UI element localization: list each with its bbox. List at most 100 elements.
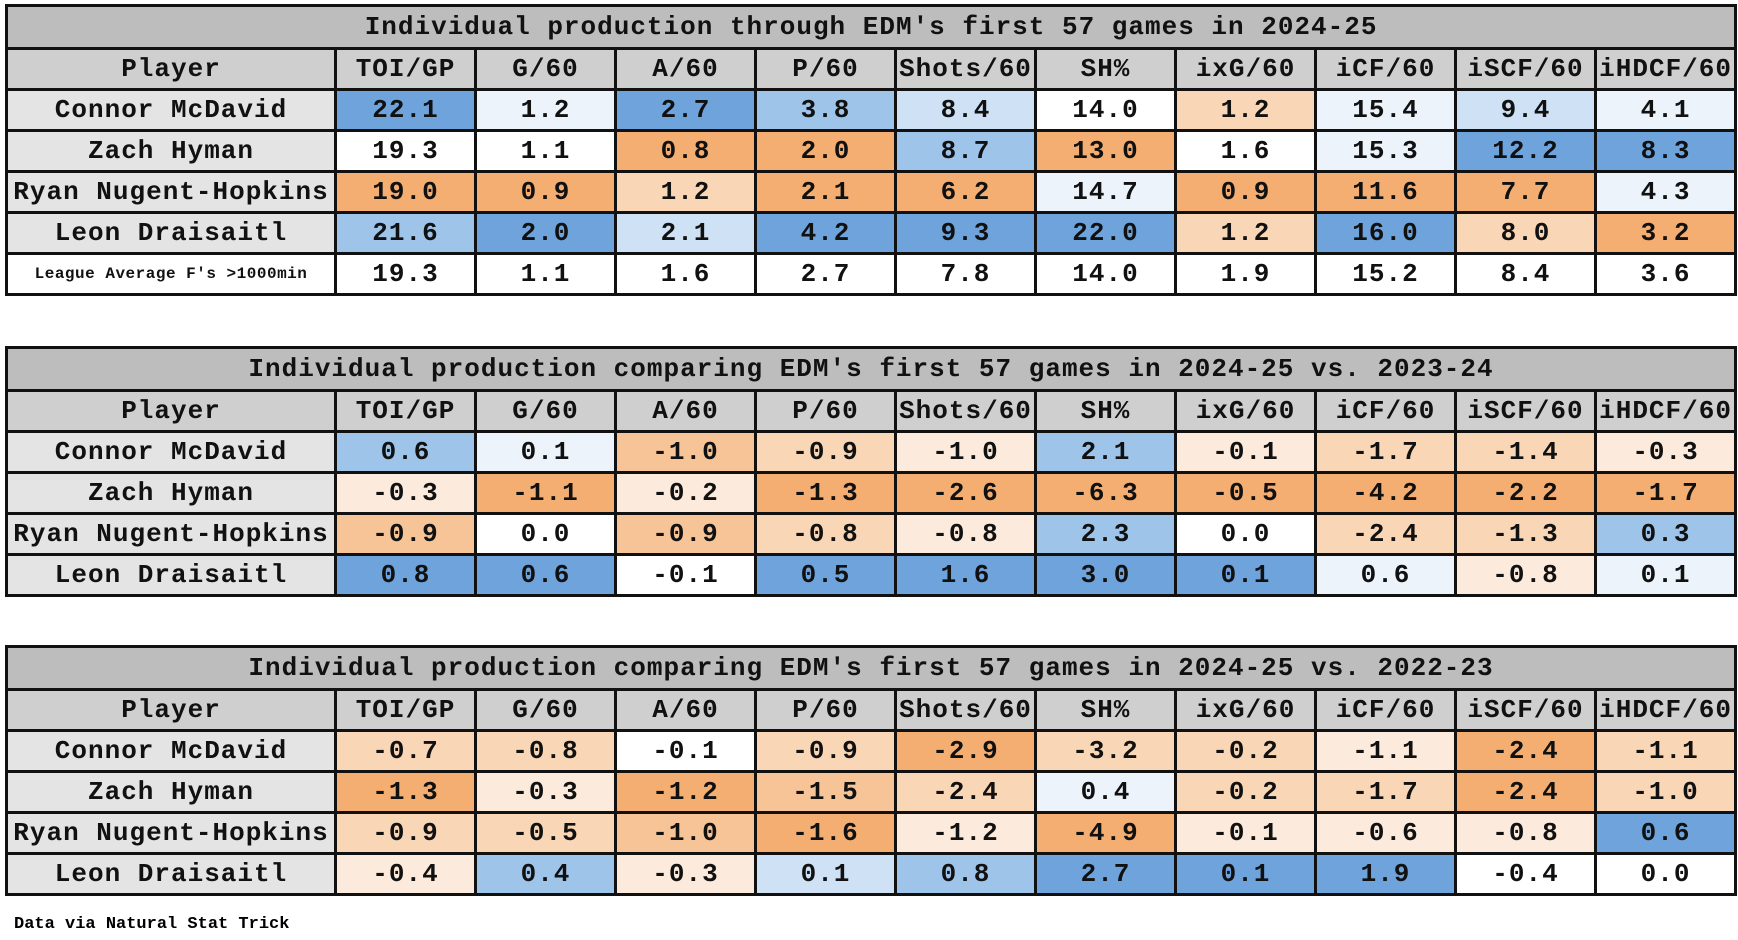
stat-cell: -2.2 (1454, 471, 1597, 515)
stat-cell: 3.8 (754, 88, 897, 132)
stat-cell: -1.1 (1593, 729, 1738, 773)
stat-cell: 0.8 (894, 852, 1037, 896)
stat-cell: 1.9 (1174, 252, 1317, 296)
stat-cell: 0.0 (1593, 852, 1738, 896)
data-row: Ryan Nugent-Hopkins -0.9 0.0 -0.9 -0.8 -0.8 2.… (5, 512, 1738, 556)
stat-cell: -0.1 (1174, 430, 1317, 474)
stat-cell: 4.1 (1593, 88, 1738, 132)
stat-cell: -1.2 (614, 770, 757, 814)
header-row: Player TOI/GP G/60 A/60 P/60 Shots/60 SH% ixG/6… (5, 47, 1738, 91)
table-title: Individual production through EDM's firs… (4, 4, 1738, 50)
column-header: ixG/60 (1174, 47, 1317, 91)
player-name: Connor McDavid (5, 729, 337, 773)
player-name: Zach Hyman (5, 129, 337, 173)
stat-cell: 9.4 (1454, 88, 1597, 132)
stat-cell: -4.9 (1034, 811, 1177, 855)
stat-cell: -1.2 (894, 811, 1037, 855)
stat-cell: -0.8 (754, 512, 897, 556)
stat-cell: 4.2 (754, 211, 897, 255)
stat-cell: -0.9 (334, 811, 477, 855)
title-row: Individual production comparing EDM's fi… (4, 645, 1738, 691)
stat-cell: -0.8 (894, 512, 1037, 556)
stat-cell: 2.7 (614, 88, 757, 132)
stat-cell: -2.9 (894, 729, 1037, 773)
stat-cell: -0.2 (1174, 770, 1317, 814)
stat-cell: -0.3 (334, 471, 477, 515)
stat-cell: 9.3 (894, 211, 1037, 255)
player-name: Leon Draisaitl (5, 553, 337, 597)
stat-cell: 15.2 (1314, 252, 1457, 296)
stat-cell: 2.0 (474, 211, 617, 255)
stat-cell: -2.6 (894, 471, 1037, 515)
stat-cell: -2.4 (1454, 729, 1597, 773)
stat-cell: 2.7 (754, 252, 897, 296)
stat-cell: -1.5 (754, 770, 897, 814)
stat-cell: -2.4 (1454, 770, 1597, 814)
stat-cell: -4.2 (1314, 471, 1457, 515)
column-header: iCF/60 (1314, 47, 1457, 91)
data-row: Connor McDavid 0.6 0.1 -1.0 -0.9 -1.0 2.1 -0.1-… (5, 430, 1738, 474)
stat-cell: 0.1 (754, 852, 897, 896)
column-header: Player (5, 389, 337, 433)
stat-cell: 0.6 (1314, 553, 1457, 597)
stat-cell: 1.2 (614, 170, 757, 214)
stat-cell: 8.4 (1454, 252, 1597, 296)
column-header: iHDCF/60 (1593, 688, 1738, 732)
column-header: SH% (1034, 688, 1177, 732)
column-header: iCF/60 (1314, 389, 1457, 433)
column-header: TOI/GP (334, 47, 477, 91)
header-row: Player TOI/GP G/60 A/60 P/60 Shots/60 SH% ixG/6… (5, 688, 1738, 732)
column-header: TOI/GP (334, 389, 477, 433)
stat-cell: 21.6 (334, 211, 477, 255)
stat-cell: 4.3 (1593, 170, 1738, 214)
stat-cell: 8.3 (1593, 129, 1738, 173)
stat-cell: -0.1 (1174, 811, 1317, 855)
column-header: G/60 (474, 389, 617, 433)
stat-cell: 22.1 (334, 88, 477, 132)
column-header: Shots/60 (894, 688, 1037, 732)
stat-cell: 14.0 (1034, 88, 1177, 132)
stat-cell: 11.6 (1314, 170, 1457, 214)
player-name: Leon Draisaitl (5, 852, 337, 896)
stat-cell: -1.3 (334, 770, 477, 814)
stat-cell: -0.9 (614, 512, 757, 556)
column-header: P/60 (754, 389, 897, 433)
stat-cell: 1.2 (1174, 88, 1317, 132)
table-title: Individual production comparing EDM's fi… (4, 645, 1738, 691)
player-name: League Average F's >1000min (5, 252, 337, 296)
stat-cell: 8.0 (1454, 211, 1597, 255)
stat-cell: 8.4 (894, 88, 1037, 132)
column-header: Shots/60 (894, 47, 1037, 91)
stat-cell: 15.3 (1314, 129, 1457, 173)
stat-cell: 0.0 (474, 512, 617, 556)
table-body: Individual production comparing EDM's fi… (4, 645, 1738, 896)
stat-cell: -1.1 (1314, 729, 1457, 773)
stat-cell: 1.2 (474, 88, 617, 132)
stat-cell: -1.0 (614, 811, 757, 855)
stat-cell: 0.4 (474, 852, 617, 896)
stat-cell: 1.6 (1174, 129, 1317, 173)
stat-cell: 2.1 (1034, 430, 1177, 474)
stat-cell: -1.7 (1314, 770, 1457, 814)
data-row: Ryan Nugent-Hopkins -0.9 -0.5 -1.0 -1.6 -1.2-… (5, 811, 1738, 855)
stat-cell: 0.4 (1034, 770, 1177, 814)
stat-cell: 0.1 (1174, 852, 1317, 896)
stat-cell: 3.0 (1034, 553, 1177, 597)
stat-cell: -3.2 (1034, 729, 1177, 773)
column-header: Player (5, 47, 337, 91)
stat-cell: -1.4 (1454, 430, 1597, 474)
header-row: Player TOI/GP G/60 A/60 P/60 Shots/60 SH% ixG/6… (5, 389, 1738, 433)
data-row: Leon Draisaitl -0.4 0.4 -0.3 0.1 0.8 2.7 0.1 1.9… (5, 852, 1738, 896)
stat-cell: 8.7 (894, 129, 1037, 173)
stat-cell: 22.0 (1034, 211, 1177, 255)
column-header: iCF/60 (1314, 688, 1457, 732)
stat-cell: 0.1 (1174, 553, 1317, 597)
player-name: Leon Draisaitl (5, 211, 337, 255)
stat-cell: 12.2 (1454, 129, 1597, 173)
column-header: ixG/60 (1174, 688, 1317, 732)
stat-cell: -0.2 (614, 471, 757, 515)
stats-table: Individual production through EDM's firs… (4, 4, 1738, 296)
stat-cell: -0.8 (474, 729, 617, 773)
stat-cell: -1.0 (614, 430, 757, 474)
column-header: A/60 (614, 47, 757, 91)
